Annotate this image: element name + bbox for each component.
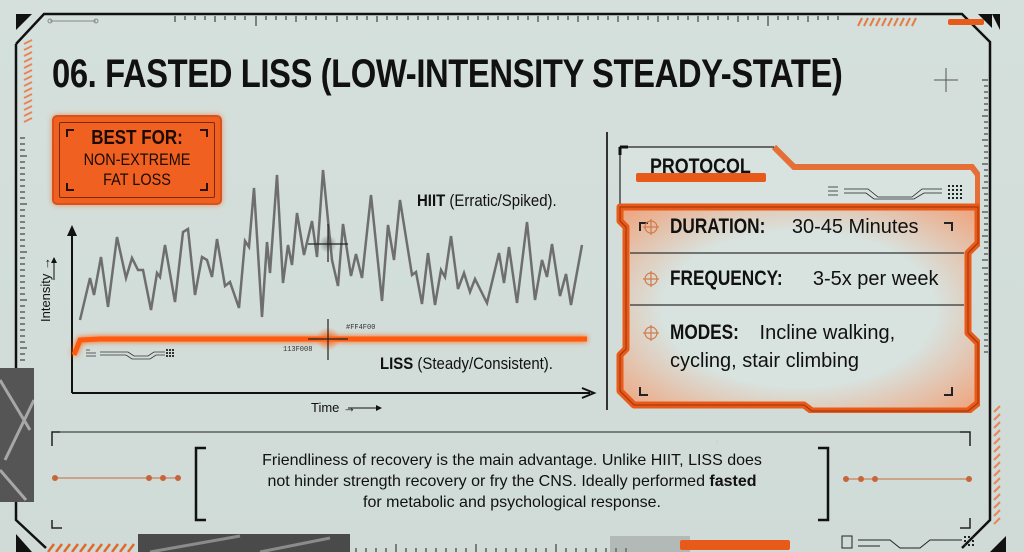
duration-key: DURATION:: [670, 215, 766, 238]
modes-value-cont: cycling, stair climbing: [670, 350, 859, 372]
reticle-icon: [643, 219, 659, 236]
frequency-key: FREQUENCY:: [670, 267, 783, 290]
summary-line-2-text: not hinder strength recovery or fry the …: [267, 473, 710, 490]
protocol-title: PROTOCOL: [650, 155, 751, 178]
modes-value: Incline walking,: [754, 322, 896, 344]
crosshair-icon: [308, 319, 348, 360]
hiit-series-label: HIIT (Erratic/Spiked).: [417, 191, 557, 211]
hiit-label-bold: HIIT: [417, 191, 446, 210]
best-for-heading: BEST FOR:: [91, 127, 183, 149]
hiit-label-desc: (Erratic/Spiked).: [445, 191, 557, 210]
summary-emphasis: fasted: [709, 473, 757, 490]
liss-label-bold: LISS: [380, 354, 414, 373]
protocol-row-modes: MODES: Incline walking, cycling, stair c…: [642, 319, 895, 375]
x-axis-label-text: Time →: [311, 400, 357, 415]
summary-text: Friendliness of recovery is the main adv…: [215, 450, 809, 513]
corner-bracket-icon: [66, 183, 74, 191]
protocol-title-underline: [636, 173, 766, 182]
section-divider: [606, 132, 608, 410]
protocol-panel: PROTOCOL DURATION: 30-45 Minutes FREQUEN…: [612, 135, 980, 413]
corner-bracket-icon: [200, 129, 208, 137]
summary-line-1: Friendliness of recovery is the main adv…: [262, 452, 762, 469]
protocol-frame: [616, 144, 980, 413]
y-axis-label-text: Intensity →: [38, 256, 53, 322]
corner-bracket-icon: [200, 183, 208, 191]
best-for-badge: BEST FOR: NON-EXTREME FAT LOSS: [52, 115, 222, 205]
hex-color-annotation: #FF4F00: [346, 324, 376, 332]
protocol-row-duration: DURATION: 30-45 Minutes: [642, 215, 919, 239]
best-for-line2: FAT LOSS: [103, 170, 171, 189]
duration-value: 30-45 Minutes: [786, 216, 919, 238]
liss-label-desc: (Steady/Consistent).: [413, 354, 553, 373]
code-annotation: 113F008: [283, 346, 313, 354]
circuit-glyph-icon: [86, 349, 165, 360]
frequency-value: 3-5x per week: [807, 268, 939, 290]
corner-bracket-icon: [66, 129, 74, 137]
y-axis: [67, 225, 77, 393]
best-for-line1: NON-EXTREME: [83, 150, 191, 169]
circuit-glyph-icon: [828, 186, 942, 200]
page-title: 06. FASTED LISS (LOW-INTENSITY STEADY-ST…: [52, 52, 843, 96]
summary-line-3: for metabolic and psychological response…: [363, 494, 661, 511]
protocol-row-frequency: FREQUENCY: 3-5x per week: [642, 267, 938, 291]
reticle-icon: [643, 325, 659, 342]
modes-key: MODES:: [670, 321, 739, 344]
crosshair-icon: [308, 224, 348, 262]
reticle-icon: [643, 271, 659, 288]
liss-series-label: LISS (Steady/Consistent).: [380, 354, 553, 374]
summary-line-2: not hinder strength recovery or fry the …: [215, 471, 809, 492]
x-axis: [72, 387, 597, 399]
y-axis-label: Intensity →: [38, 257, 53, 322]
hiit-series-line: [78, 169, 584, 321]
x-axis-label: Time →: [311, 400, 356, 415]
